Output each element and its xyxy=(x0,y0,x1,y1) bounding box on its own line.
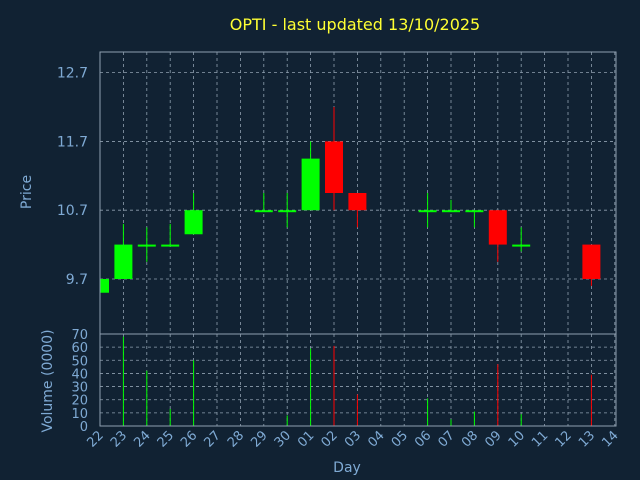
volume-tick-label: 60 xyxy=(71,341,88,356)
volume-axis-title: Volume (0000) xyxy=(40,329,56,432)
candle-body xyxy=(488,210,507,245)
candle-body xyxy=(161,244,180,247)
candle-body xyxy=(137,244,156,247)
price-tick-labels: 12.7 11.7 10.7 9.7 xyxy=(57,66,88,288)
price-tick-label: 10.7 xyxy=(57,203,88,219)
candlestick-series xyxy=(99,107,601,293)
volume-tick-label: 10 xyxy=(71,407,88,422)
price-tick-label: 12.7 xyxy=(57,66,88,82)
candle-body xyxy=(114,244,133,279)
candle-body xyxy=(442,210,460,213)
candle-body xyxy=(254,210,273,213)
x-axis-title: Day xyxy=(333,460,361,476)
price-axis-title: Price xyxy=(19,175,35,209)
price-grid xyxy=(99,52,616,334)
volume-series xyxy=(122,336,592,426)
candle-body xyxy=(278,210,297,213)
candle-body xyxy=(465,210,484,213)
candle-body xyxy=(301,158,320,211)
volume-plot-frame xyxy=(99,333,617,427)
price-tick-label: 11.7 xyxy=(57,134,88,150)
candle-body xyxy=(184,210,203,235)
candle-body xyxy=(325,141,343,193)
volume-tick-label: 70 xyxy=(71,328,88,343)
candle-body xyxy=(512,244,531,247)
day-tick-labels: 22 23 24 25 26 27 28 29 30 01 02 03 04 05 06 07 08 09 10 11… xyxy=(85,428,622,450)
candle-body xyxy=(100,278,109,293)
candle-body xyxy=(348,193,367,211)
candle-body xyxy=(582,244,601,279)
price-tick-label: 9.7 xyxy=(66,272,88,288)
volume-tick-label: 30 xyxy=(71,381,88,396)
candle-body xyxy=(418,210,437,213)
volume-tick-label: 0 xyxy=(80,420,88,435)
volume-tick-label: 40 xyxy=(71,367,88,382)
volume-tick-label: 50 xyxy=(71,354,88,369)
chart-title: OPTI - last updated 13/10/2025 xyxy=(230,15,480,34)
volume-tick-label: 20 xyxy=(71,394,88,409)
